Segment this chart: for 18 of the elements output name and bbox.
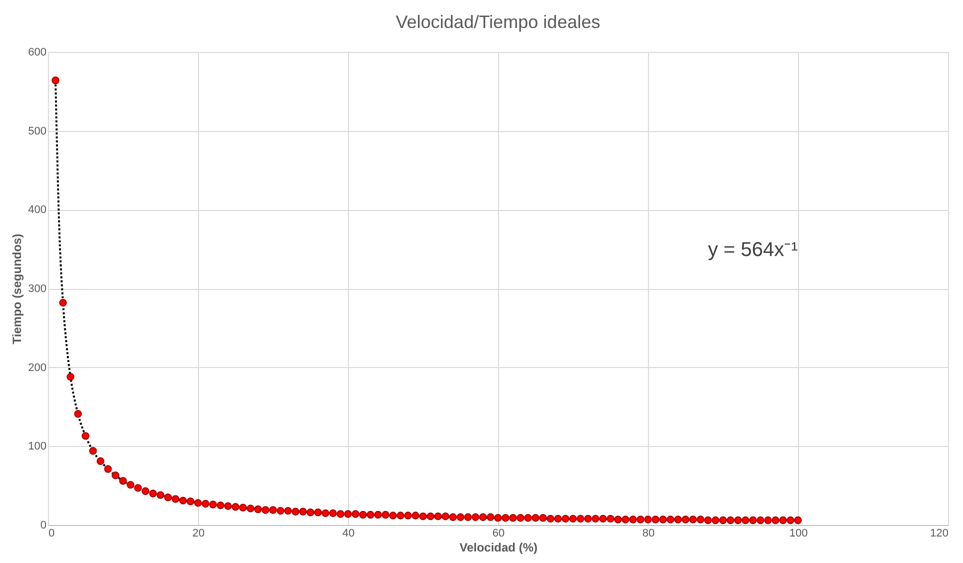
y-tick-label: 400 [28,204,46,216]
x-tick-label: 0 [48,528,55,540]
y-tick-label: 100 [28,440,46,453]
x-tick-label: 100 [789,528,808,540]
x-tick-label: 60 [492,528,505,540]
y-axis-title: Tiempo (segundos) [10,234,24,344]
x-tick-label: 120 [930,528,948,540]
chart-title: Velocidad/Tiempo ideales [396,12,600,32]
y-tick-label: 300 [28,283,46,295]
x-tick-label: 80 [642,528,655,540]
y-tick-label: 500 [28,125,46,138]
y-tick-label: 600 [28,46,46,58]
annotation: y = 564x⁻¹ [708,239,798,261]
x-axis-title: Velocidad (%) [459,540,538,554]
y-tick-label: 200 [28,362,46,374]
y-tick-label: 0 [40,520,46,532]
x-tick-label: 40 [342,528,355,540]
x-tick-label: 20 [192,528,205,540]
